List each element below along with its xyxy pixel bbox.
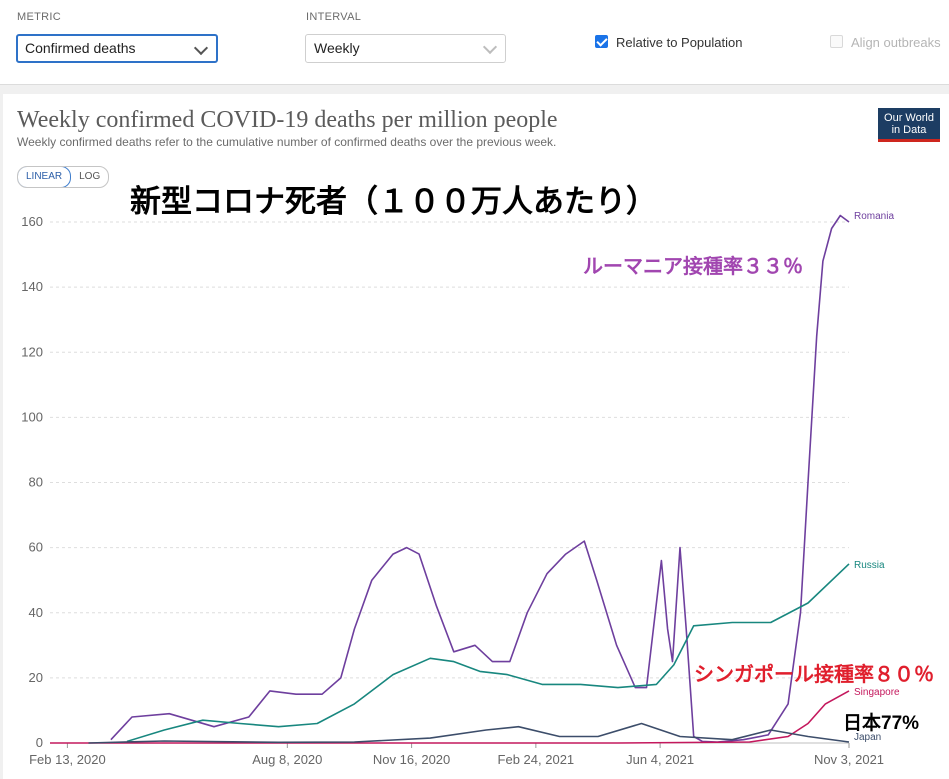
singapore-vaccination-annotation: シンガポール接種率８０％ xyxy=(694,664,934,686)
y-tick-label: 40 xyxy=(29,605,43,620)
chart-card xyxy=(3,94,949,779)
controls-bar: METRIC Confirmed deaths INTERVAL Weekly … xyxy=(0,0,949,85)
series-line-russia xyxy=(126,563,850,743)
series-label-russia: Russia xyxy=(854,560,885,571)
series-line-romania xyxy=(110,214,850,743)
x-tick-label: Feb 13, 2020 xyxy=(29,752,106,767)
x-tick-label: Feb 24, 2021 xyxy=(498,752,575,767)
series-line-japan xyxy=(88,722,850,744)
logo-line-1: Our World xyxy=(884,112,934,124)
main-annotation: 新型コロナ死者（１００万人あたり） xyxy=(130,184,657,219)
scale-log-button[interactable]: LOG xyxy=(79,171,101,182)
align-outbreaks-checkbox[interactable] xyxy=(830,35,843,48)
interval-select-value: Weekly xyxy=(314,40,360,56)
x-axis: Feb 13, 2020 Aug 8, 2020 Nov 16, 2020 Feb 2… xyxy=(29,743,884,767)
chart-title: Weekly confirmed COVID-19 deaths per mil… xyxy=(17,107,558,133)
scale-toggle: LINEAR LOG xyxy=(17,166,110,188)
series-label-singapore: Singapore xyxy=(854,687,900,698)
y-tick-label: 140 xyxy=(21,279,43,294)
y-tick-label: 20 xyxy=(29,670,43,685)
y-tick-label: 60 xyxy=(29,540,43,555)
relative-population-checkbox[interactable] xyxy=(595,35,608,48)
chart-subtitle: Weekly confirmed deaths refer to the cum… xyxy=(17,135,557,149)
x-tick-label: Nov 16, 2020 xyxy=(373,752,450,767)
scale-linear-button[interactable]: LINEAR xyxy=(18,167,72,187)
series-label-romania: Romania xyxy=(854,211,894,222)
series-label-japan: Japan xyxy=(854,732,881,743)
series-labels: Romania Russia Singapore Japan xyxy=(854,211,900,743)
romania-vaccination-annotation: ルーマニア接種率３３％ xyxy=(583,256,803,278)
x-tick-label: Jun 4, 2021 xyxy=(626,752,694,767)
interval-select[interactable]: Weekly xyxy=(305,34,506,63)
japan-vaccination-annotation: 日本77% xyxy=(843,713,920,734)
logo-line-2: in Data xyxy=(891,124,927,136)
align-outbreaks-label[interactable]: Align outbreaks xyxy=(851,35,941,50)
x-tick-label: Aug 8, 2020 xyxy=(252,752,322,767)
y-axis: 0 20 40 60 80 100 120 140 160 xyxy=(21,214,43,750)
relative-population-label[interactable]: Relative to Population xyxy=(616,35,743,50)
y-tick-label: 160 xyxy=(21,214,43,229)
series-lines xyxy=(50,214,850,744)
y-tick-label: 80 xyxy=(29,475,43,490)
metric-select-value: Confirmed deaths xyxy=(25,40,136,56)
y-tick-label: 0 xyxy=(36,735,43,750)
x-tick-label: Nov 3, 2021 xyxy=(814,752,884,767)
metric-select[interactable]: Confirmed deaths xyxy=(16,34,218,63)
y-tick-label: 120 xyxy=(21,344,43,359)
interval-label: INTERVAL xyxy=(306,11,362,23)
owid-logo[interactable]: Our World in Data xyxy=(878,108,940,142)
metric-label: METRIC xyxy=(17,11,61,23)
y-tick-label: 100 xyxy=(21,409,43,424)
